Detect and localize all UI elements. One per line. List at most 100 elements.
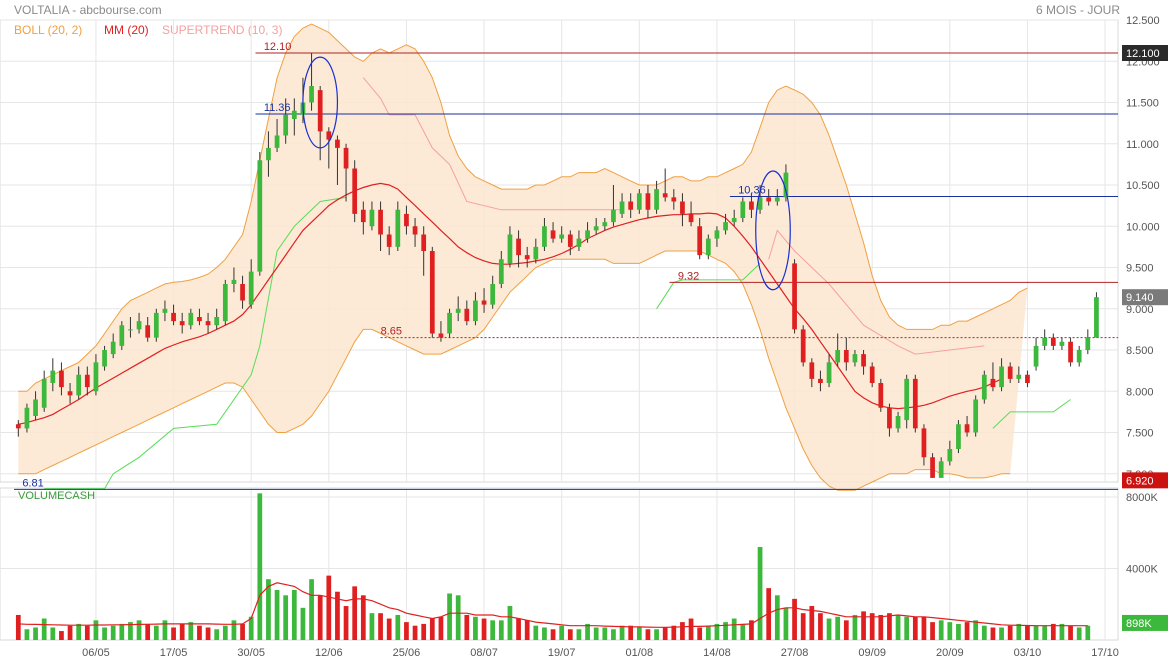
volume-bar (671, 625, 677, 640)
candle-body (878, 383, 884, 408)
candle-body (438, 333, 444, 338)
x-tick-label: 30/05 (237, 647, 265, 659)
candle-body (1068, 341, 1073, 363)
candle-body (455, 308, 461, 313)
period-label[interactable]: 6 MOIS - JOUR (1035, 3, 1120, 17)
bollinger-band-fill (18, 24, 1028, 491)
candle-body (274, 135, 280, 148)
volume-bar (714, 623, 720, 640)
candle-body (15, 424, 21, 429)
x-tick-label: 01/08 (626, 647, 654, 659)
candle-body (542, 226, 547, 247)
volume-bar (266, 579, 271, 640)
candle-body (723, 222, 728, 231)
annotation-ellipse (755, 170, 791, 291)
legend-bollinger[interactable]: BOLL (20, 2) (14, 23, 83, 37)
candle-body (59, 370, 64, 388)
candle-body (654, 189, 659, 210)
volume-bar (188, 622, 194, 640)
volume-bar (611, 629, 616, 640)
supertrend-up-segment (992, 399, 1071, 429)
candle-body (576, 238, 582, 247)
candle-body (214, 317, 220, 326)
volume-bar (15, 614, 21, 640)
volume-bar (559, 625, 565, 640)
x-tick-label: 03/10 (1014, 647, 1042, 659)
volume-bar (981, 625, 987, 640)
candle-body (1076, 350, 1082, 363)
volume-bar (197, 625, 202, 640)
candle-body (378, 209, 383, 235)
candle-body (585, 230, 590, 239)
volume-bar (757, 547, 763, 640)
volume-bar (386, 618, 392, 640)
volume-bar (395, 614, 401, 640)
price-tag-label: 9.140 (1126, 292, 1154, 304)
candle-body (119, 325, 125, 346)
volume-bar (50, 627, 56, 640)
volume-bar (869, 613, 875, 640)
candle-body (619, 201, 625, 214)
price-y-tick: 9.000 (1126, 304, 1154, 316)
candle-body (749, 201, 754, 210)
candle-body (809, 362, 815, 379)
volume-bar (119, 623, 125, 640)
x-tick-label: 14/08 (703, 647, 731, 659)
volume-y-tick: 8000K (1126, 492, 1158, 504)
volume-bar (585, 623, 590, 640)
candle-body (84, 374, 90, 388)
x-tick-label: 08/07 (470, 647, 498, 659)
volume-bar (1016, 623, 1022, 640)
volume-bar (645, 629, 651, 640)
volume-bar (110, 625, 116, 640)
x-tick-label: 19/07 (548, 647, 576, 659)
candle-body (800, 329, 806, 363)
volume-bar (145, 623, 151, 640)
candle-body (921, 428, 927, 458)
volume-bar (887, 613, 892, 640)
volume-bar (473, 616, 478, 640)
volume-bar (464, 614, 470, 640)
volume-bar (680, 622, 685, 640)
volume-bar (300, 607, 306, 640)
candle-body (179, 321, 185, 326)
volume-bar (1076, 627, 1082, 640)
candle-body (792, 263, 797, 330)
volume-bar (852, 614, 858, 640)
candle-body (291, 110, 297, 119)
volume-bar (861, 611, 866, 640)
volume-bar (567, 629, 573, 640)
volume-bar (291, 589, 297, 640)
candle-body (1085, 337, 1091, 350)
candle-body (404, 213, 409, 227)
legend-mm[interactable]: MM (20) (104, 23, 149, 37)
candle-body (102, 350, 107, 367)
candle-body (516, 238, 521, 256)
price-y-tick: 11.500 (1126, 98, 1159, 110)
candle-body (412, 226, 418, 235)
volume-bar (602, 627, 608, 640)
volume-bar (317, 595, 323, 640)
candle-body (550, 230, 556, 239)
volume-bar (878, 614, 884, 640)
volume-bar (507, 606, 513, 640)
candle-body (680, 201, 685, 214)
candle-body (852, 354, 858, 363)
candle-body (24, 407, 30, 429)
legend-supertrend[interactable]: SUPERTREND (10, 3) (162, 23, 283, 37)
price-y-tick: 7.500 (1126, 428, 1154, 440)
price-y-tick: 10.500 (1126, 180, 1160, 192)
volume-bar (740, 623, 746, 640)
price-y-tick: 12.500 (1126, 15, 1160, 27)
volume-bar (481, 618, 487, 640)
volume-bar (973, 620, 979, 640)
candle-body (887, 407, 892, 429)
volume-bar (162, 620, 168, 640)
volume-bar (1033, 625, 1039, 640)
candle-body (895, 416, 901, 429)
price-tag-box (1122, 45, 1168, 61)
price-y-tick: 8.000 (1126, 386, 1154, 398)
volume-bar (930, 622, 935, 640)
volume-bar (783, 607, 789, 640)
candle-body (360, 209, 366, 223)
